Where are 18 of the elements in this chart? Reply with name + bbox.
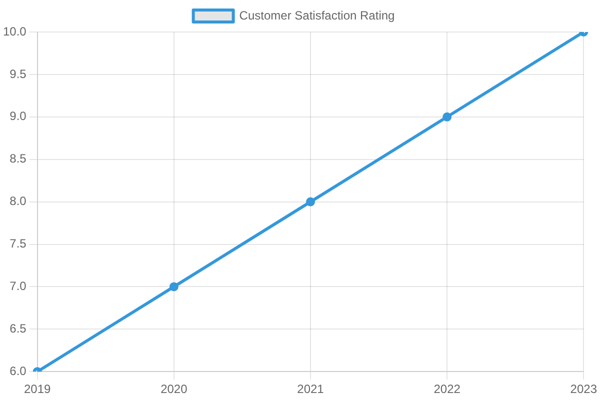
y-tick-label: 6.5 xyxy=(10,321,27,336)
x-tick-label: 2022 xyxy=(434,382,461,396)
y-tick-label: 9.0 xyxy=(10,109,27,124)
point xyxy=(169,282,178,292)
y-tick-label: 10.0 xyxy=(2,24,27,38)
x-tick-label: 2020 xyxy=(160,382,188,396)
x-tick-label: 2019 xyxy=(24,382,52,396)
y-tick-label: 8.0 xyxy=(10,194,27,208)
y-tick-label: 9.5 xyxy=(10,66,27,81)
x-tick-label: 2021 xyxy=(297,382,324,396)
legend-label: Customer Satisfaction Rating xyxy=(239,8,395,22)
y-tick-label: 7.0 xyxy=(10,279,27,294)
y-tick-label: 8.5 xyxy=(10,152,27,166)
y-tick-label: 6.0 xyxy=(10,364,27,378)
y-tick-label: 7.5 xyxy=(10,236,27,251)
point xyxy=(306,197,316,206)
x-tick-label: 2023 xyxy=(570,382,598,396)
point xyxy=(442,112,452,122)
